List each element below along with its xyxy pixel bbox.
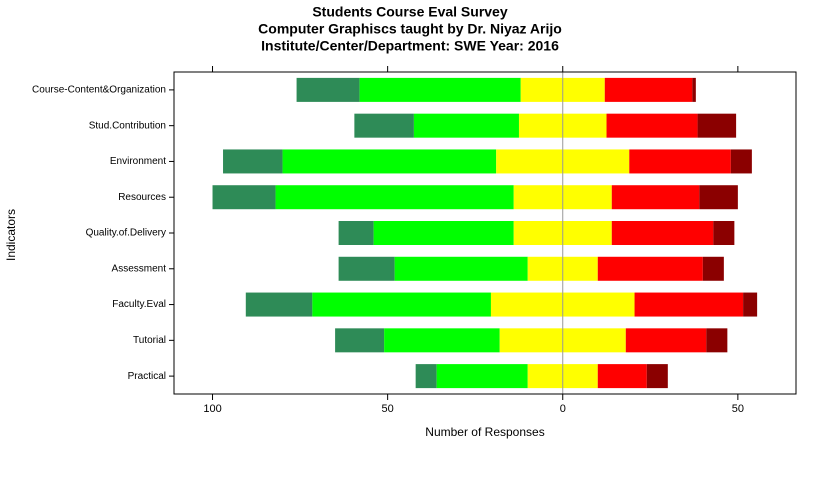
chart-title: Students Course Eval Survey bbox=[312, 4, 508, 20]
bar-segment bbox=[338, 221, 374, 245]
bar-segment bbox=[373, 221, 514, 245]
y-tick-label: Practical bbox=[128, 371, 166, 382]
y-tick-label: Environment bbox=[110, 156, 166, 167]
y-tick-label: Assessment bbox=[112, 263, 167, 274]
plot-frame bbox=[173, 71, 797, 395]
chart-subtitle: Institute/Center/Department: SWE Year: 2… bbox=[261, 38, 559, 54]
x-tick-label: 50 bbox=[732, 403, 744, 415]
x-tick-label: 100 bbox=[203, 403, 221, 415]
bar-segment bbox=[702, 256, 724, 281]
y-tick-label: Stud.Contribution bbox=[89, 120, 166, 131]
bar-segment bbox=[692, 77, 696, 102]
bar-segment bbox=[359, 77, 521, 102]
bar-segment bbox=[706, 328, 728, 353]
x-axis-label: Number of Responses bbox=[425, 425, 544, 439]
bar-segment bbox=[354, 113, 414, 138]
y-tick-label: Quality.of.Delivery bbox=[86, 228, 166, 239]
bar-segment bbox=[606, 113, 698, 138]
x-tick-label: 0 bbox=[560, 403, 566, 415]
bar-segment bbox=[713, 221, 735, 245]
bar-segment bbox=[282, 149, 497, 174]
bar-segment bbox=[597, 364, 647, 389]
x-tick-label: 50 bbox=[382, 403, 394, 415]
bar-segment bbox=[212, 185, 276, 210]
y-axis-label: Indicators bbox=[4, 209, 18, 261]
y-tick-label: Course-Content&Organization bbox=[32, 85, 166, 96]
bar-segment bbox=[245, 292, 313, 317]
bar-segment bbox=[730, 149, 752, 174]
bar-segment bbox=[611, 221, 714, 245]
bar-segment bbox=[394, 256, 528, 281]
bar-segment bbox=[223, 149, 283, 174]
chart-subtitle: Computer Graphiscs taught by Dr. Niyaz A… bbox=[258, 21, 562, 37]
bar-segment bbox=[597, 256, 703, 281]
y-tick-label: Resources bbox=[118, 192, 166, 203]
bar-segment bbox=[697, 113, 737, 138]
y-tick-label: Tutorial bbox=[133, 335, 166, 346]
bar-segment bbox=[338, 256, 395, 281]
bar-segment bbox=[384, 328, 500, 353]
bar-segment bbox=[415, 364, 437, 389]
bar-segment bbox=[413, 113, 519, 138]
bar-segment bbox=[335, 328, 385, 353]
bar-segment bbox=[296, 77, 360, 102]
bar-segment bbox=[275, 185, 514, 210]
bar-segment bbox=[634, 292, 744, 317]
bar-segment bbox=[611, 185, 700, 210]
bar-segment bbox=[743, 292, 758, 317]
bar-segment bbox=[625, 328, 707, 353]
y-tick-label: Faculty.Eval bbox=[112, 299, 166, 310]
bar-segment bbox=[629, 149, 731, 174]
bar-segment bbox=[436, 364, 528, 389]
bar-segment bbox=[604, 77, 693, 102]
bar-segment bbox=[312, 292, 491, 317]
bar-segment bbox=[699, 185, 738, 210]
bar-segment bbox=[646, 364, 668, 389]
